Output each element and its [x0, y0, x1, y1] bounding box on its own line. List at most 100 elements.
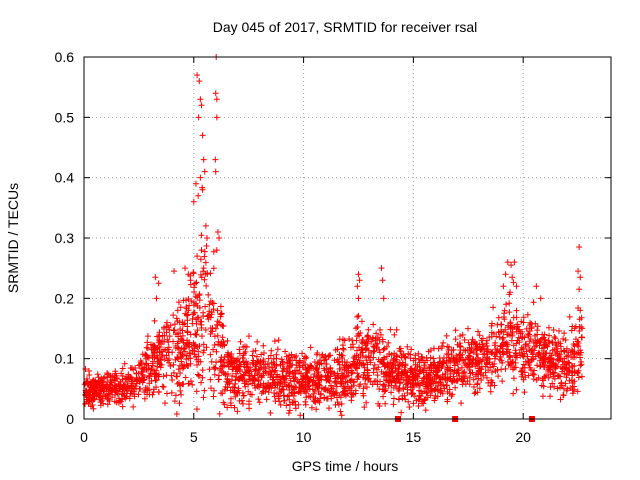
- data-point: [258, 351, 265, 358]
- data-point-peak: [200, 265, 207, 272]
- data-point: [175, 379, 182, 386]
- data-point: [212, 325, 219, 332]
- data-point: [575, 367, 582, 374]
- data-point: [159, 332, 166, 339]
- data-point: [476, 358, 483, 365]
- data-point: [275, 395, 282, 402]
- data-point: [536, 350, 543, 357]
- data-point: [575, 343, 582, 350]
- data-point: [574, 388, 581, 395]
- data-point: [88, 382, 95, 389]
- data-point: [217, 358, 224, 365]
- data-point: [111, 398, 118, 405]
- data-point-peak: [212, 168, 219, 175]
- data-point: [344, 379, 351, 386]
- data-point: [420, 367, 427, 374]
- data-point: [447, 358, 454, 365]
- data-point: [439, 376, 446, 383]
- data-point: [279, 373, 286, 380]
- data-point: [151, 353, 158, 360]
- data-point: [416, 396, 423, 403]
- data-point: [194, 327, 201, 334]
- data-point: [202, 326, 209, 333]
- data-point: [300, 386, 307, 393]
- data-point: [513, 386, 520, 393]
- data-point: [561, 330, 568, 337]
- data-point: [477, 347, 484, 354]
- x-tick-label: 10: [296, 429, 312, 445]
- data-point: [358, 361, 365, 368]
- data-point: [118, 398, 125, 405]
- data-point: [494, 366, 501, 373]
- data-point: [318, 373, 325, 380]
- data-point: [361, 404, 368, 411]
- data-point: [395, 386, 402, 393]
- data-point: [272, 367, 279, 374]
- data-point-peak: [155, 280, 162, 287]
- data-point: [474, 381, 481, 388]
- data-point: [396, 396, 403, 403]
- data-point: [89, 401, 96, 408]
- data-point: [415, 403, 422, 410]
- data-point: [154, 363, 161, 370]
- data-point: [426, 365, 433, 372]
- data-point: [249, 352, 256, 359]
- data-point: [177, 387, 184, 394]
- data-point: [376, 386, 383, 392]
- data-point: [566, 313, 573, 320]
- data-point: [279, 358, 286, 365]
- data-point: [159, 383, 166, 390]
- data-point: [166, 326, 173, 333]
- data-point: [431, 362, 438, 369]
- data-point: [173, 410, 180, 417]
- data-point: [193, 388, 200, 395]
- x-axis-title: GPS time / hours: [292, 458, 399, 474]
- data-point: [539, 393, 546, 400]
- data-point: [365, 326, 372, 333]
- data-point: [381, 345, 388, 352]
- data-point: [267, 352, 274, 359]
- data-point: [390, 395, 397, 402]
- data-point: [409, 376, 416, 383]
- data-point: [476, 385, 483, 392]
- data-point: [453, 358, 460, 365]
- data-point: [200, 268, 207, 275]
- data-point: [506, 309, 513, 316]
- data-point: [143, 391, 150, 398]
- data-point: [530, 376, 537, 383]
- data-point: [364, 367, 371, 374]
- data-point: [287, 360, 294, 367]
- data-point: [210, 387, 217, 394]
- data-point: [447, 375, 454, 382]
- data-point: [240, 371, 247, 378]
- data-point: [221, 387, 228, 394]
- data-point: [530, 299, 537, 306]
- data-point: [362, 346, 369, 353]
- data-point: [350, 354, 357, 361]
- data-point-peak: [576, 244, 583, 251]
- data-point: [141, 395, 148, 402]
- data-point: [500, 334, 507, 341]
- data-point: [526, 327, 533, 334]
- data-point: [252, 385, 259, 392]
- data-point: [515, 334, 522, 341]
- data-point: [523, 325, 530, 332]
- data-point: [226, 380, 233, 387]
- data-point: [484, 361, 491, 368]
- data-point: [529, 356, 536, 363]
- data-point: [179, 327, 186, 334]
- data-point: [427, 386, 434, 393]
- data-point: [507, 332, 514, 339]
- data-point: [485, 379, 492, 386]
- data-point: [150, 389, 157, 396]
- data-point: [528, 323, 535, 330]
- data-point-peak: [506, 289, 513, 296]
- data-point: [217, 311, 224, 318]
- data-point: [458, 400, 465, 407]
- data-point: [474, 328, 481, 335]
- data-point: [571, 383, 578, 390]
- data-point: [385, 339, 392, 346]
- data-point: [283, 375, 290, 382]
- data-point: [250, 348, 257, 355]
- data-point: [537, 363, 544, 370]
